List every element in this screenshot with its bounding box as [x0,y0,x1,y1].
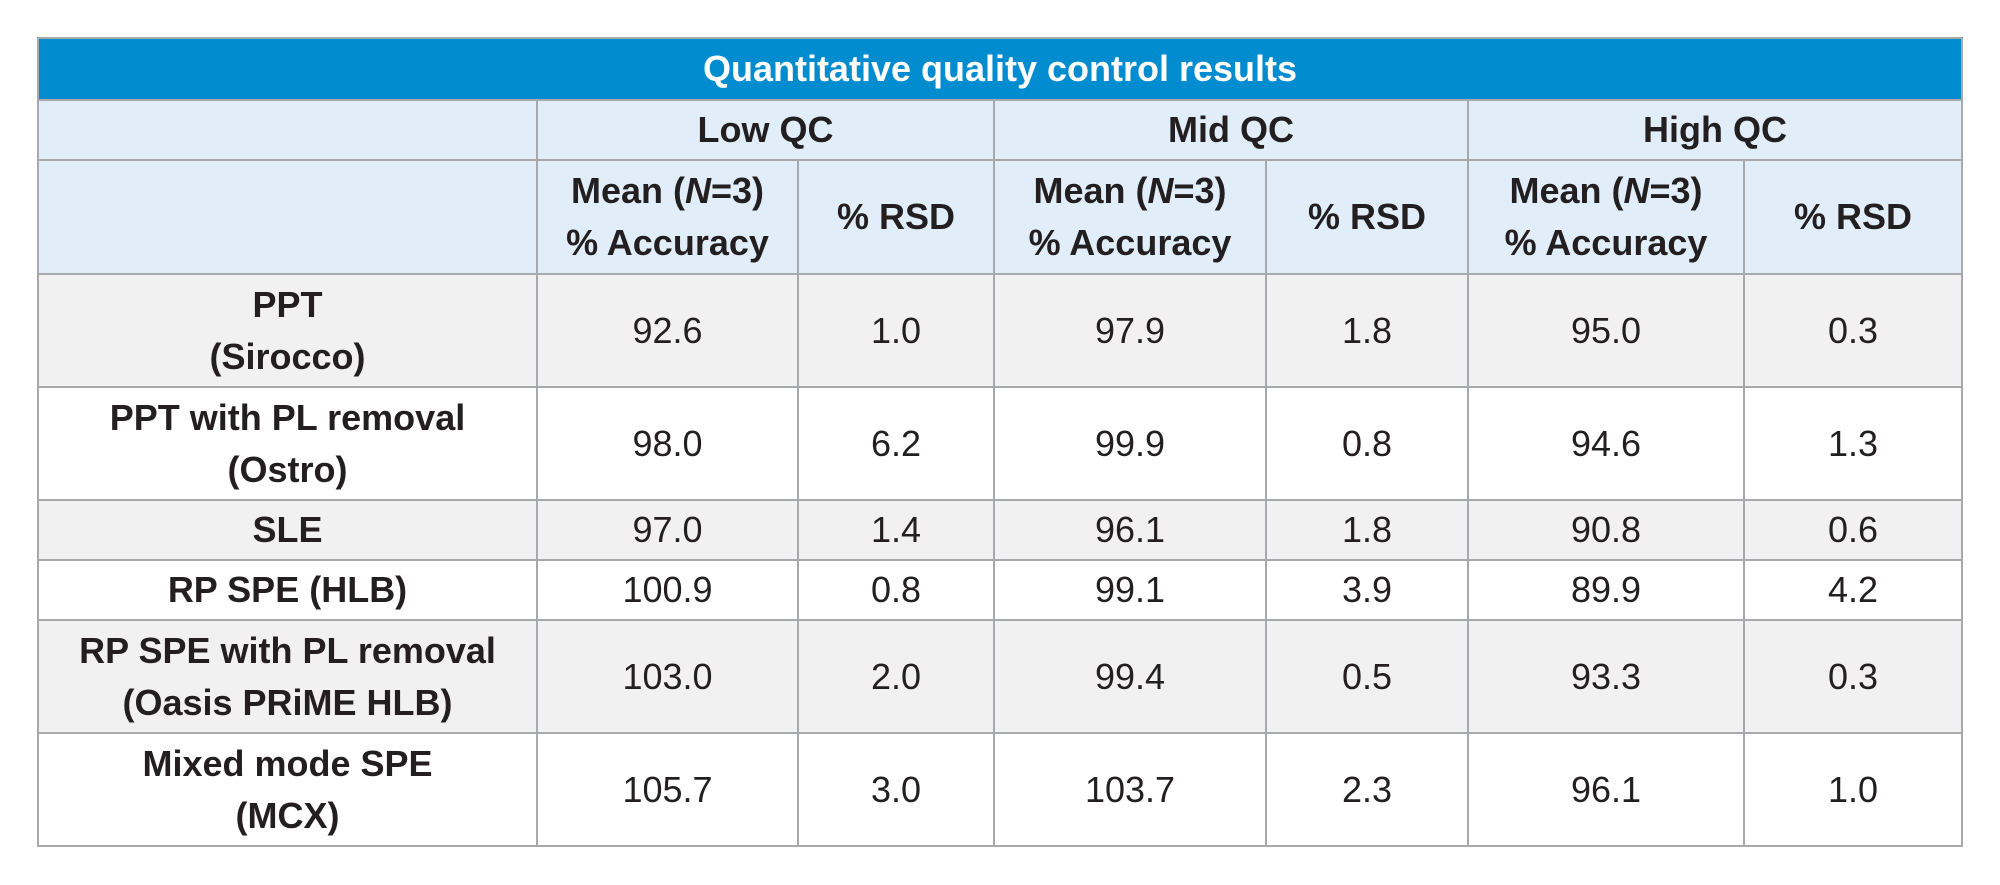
row-label: RP SPE with PL removal (Oasis PRiME HLB) [37,619,538,734]
table-cell: 1.3 [1742,386,1964,501]
table-cell: 2.3 [1265,732,1469,847]
table-cell: 97.9 [993,273,1267,388]
row-label: RP SPE (HLB) [37,559,538,621]
table-cell: 0.3 [1742,619,1964,734]
table-cell: 0.8 [797,559,995,621]
table-cell: 97.0 [536,499,799,561]
table-row: PPT with PL removal (Ostro) 98.0 6.2 99.… [37,386,1964,501]
qc-results-table: Quantitative quality control results Low… [36,37,1964,847]
table-cell: 2.0 [797,619,995,734]
table-cell: 92.6 [536,273,799,388]
table-cell: 95.0 [1467,273,1745,388]
rsd-header: % RSD [1742,159,1964,275]
row-label: PPT (Sirocco) [37,273,538,388]
table-row: PPT (Sirocco) 92.6 1.0 97.9 1.8 95.0 0.3 [37,273,1964,388]
mean-accuracy-header: Mean (N=3) % Accuracy [1467,159,1745,275]
table-cell: 1.8 [1265,273,1469,388]
group-low-qc: Low QC [536,99,995,161]
table-row: RP SPE (HLB) 100.9 0.8 99.1 3.9 89.9 4.2 [37,559,1964,621]
mean-accuracy-header: Mean (N=3) % Accuracy [536,159,799,275]
empty-corner [37,99,538,161]
table-cell: 93.3 [1467,619,1745,734]
table-row: Mixed mode SPE (MCX) 105.7 3.0 103.7 2.3… [37,732,1964,847]
table-cell: 103.7 [993,732,1267,847]
table-cell: 99.4 [993,619,1267,734]
table-title: Quantitative quality control results [36,37,1964,101]
title-row: Quantitative quality control results [36,37,1964,101]
table-cell: 3.0 [797,732,995,847]
row-label: Mixed mode SPE (MCX) [37,732,538,847]
table-cell: 6.2 [797,386,995,501]
table-cell: 100.9 [536,559,799,621]
table-cell: 4.2 [1742,559,1964,621]
empty-corner-sub [37,159,538,275]
row-label: SLE [37,499,538,561]
table-cell: 94.6 [1467,386,1745,501]
table-row: RP SPE with PL removal (Oasis PRiME HLB)… [37,619,1964,734]
table-cell: 0.5 [1265,619,1469,734]
table-cell: 96.1 [1467,732,1745,847]
table-cell: 0.3 [1742,273,1964,388]
table-cell: 99.1 [993,559,1267,621]
rsd-header: % RSD [1265,159,1469,275]
table-cell: 0.8 [1265,386,1469,501]
table-cell: 1.0 [797,273,995,388]
table-cell: 1.4 [797,499,995,561]
rsd-header: % RSD [797,159,995,275]
table-cell: 105.7 [536,732,799,847]
table-cell: 96.1 [993,499,1267,561]
table-cell: 98.0 [536,386,799,501]
group-mid-qc: Mid QC [993,99,1469,161]
table-cell: 0.6 [1742,499,1964,561]
group-header-row: Low QC Mid QC High QC [37,99,1964,161]
row-label: PPT with PL removal (Ostro) [37,386,538,501]
mean-accuracy-header: Mean (N=3) % Accuracy [993,159,1267,275]
sub-header-row: Mean (N=3) % Accuracy % RSD Mean (N=3) %… [37,159,1964,275]
group-high-qc: High QC [1466,99,1964,161]
table-cell: 103.0 [536,619,799,734]
table-cell: 1.8 [1265,499,1469,561]
table-cell: 3.9 [1265,559,1469,621]
table-cell: 1.0 [1742,732,1964,847]
table-cell: 90.8 [1467,499,1745,561]
table-row: SLE 97.0 1.4 96.1 1.8 90.8 0.6 [37,499,1964,561]
table-cell: 99.9 [993,386,1267,501]
table-cell: 89.9 [1467,559,1745,621]
